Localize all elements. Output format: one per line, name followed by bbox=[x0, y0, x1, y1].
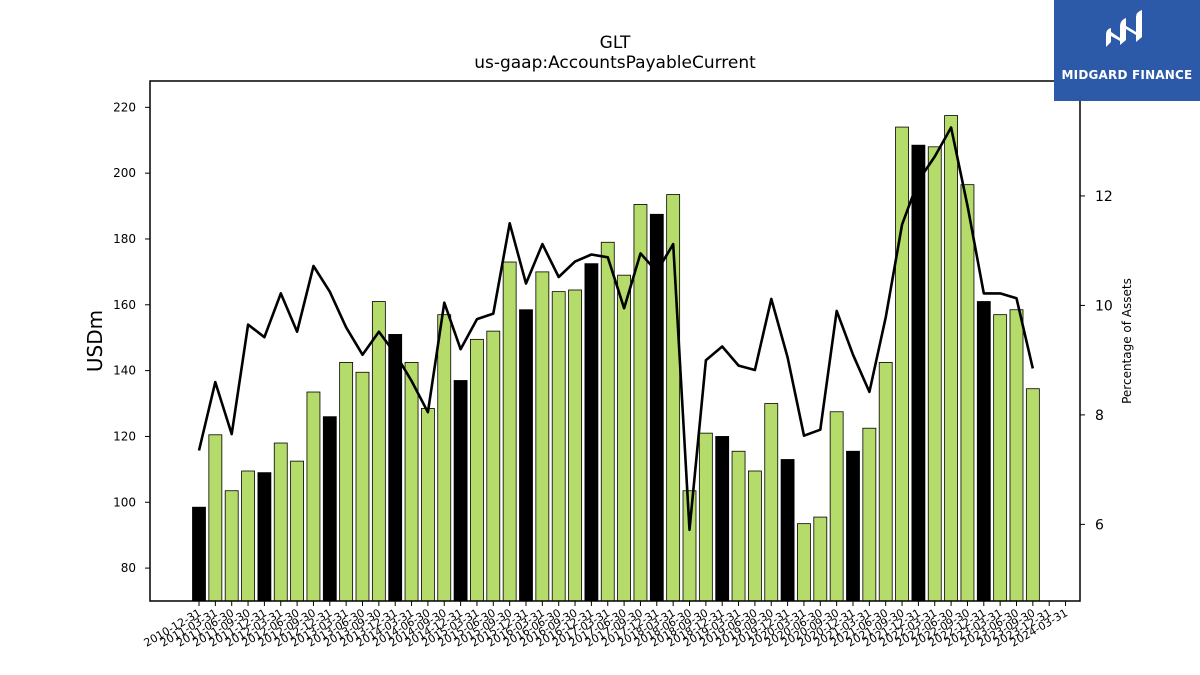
y2-tick-label: 10 bbox=[1095, 298, 1113, 314]
bar bbox=[273, 442, 288, 602]
bar bbox=[698, 432, 713, 602]
bar bbox=[470, 338, 484, 602]
bar bbox=[208, 434, 223, 602]
bar bbox=[780, 459, 795, 602]
bar bbox=[993, 314, 1008, 602]
bar bbox=[568, 289, 582, 602]
bar bbox=[617, 274, 631, 602]
bar bbox=[715, 436, 730, 602]
y2-tick-label: 12 bbox=[1095, 189, 1113, 205]
bar bbox=[192, 506, 206, 602]
bar bbox=[404, 361, 419, 602]
bar bbox=[437, 314, 452, 602]
bar bbox=[371, 301, 386, 602]
bar bbox=[241, 470, 255, 602]
plot-frame bbox=[149, 80, 1081, 602]
bar bbox=[944, 115, 958, 602]
logo-text: MIDGARD FINANCE bbox=[1061, 68, 1193, 82]
y-tick-label: 200 bbox=[113, 166, 136, 180]
bar bbox=[1009, 309, 1024, 602]
bar bbox=[813, 516, 828, 602]
bar bbox=[764, 403, 779, 602]
y-tick-label: 120 bbox=[113, 429, 136, 443]
bar bbox=[486, 330, 501, 602]
bar bbox=[633, 204, 648, 602]
bar bbox=[846, 450, 860, 602]
bar bbox=[388, 334, 403, 602]
bar bbox=[535, 271, 550, 602]
series-line-percentage-of-assets bbox=[197, 126, 1035, 532]
bar bbox=[584, 263, 599, 602]
bar bbox=[895, 126, 909, 602]
bar bbox=[290, 460, 305, 602]
bar bbox=[927, 146, 942, 602]
y2-tick-label: 8 bbox=[1095, 408, 1104, 424]
bar bbox=[862, 427, 877, 602]
bar bbox=[976, 301, 991, 602]
bar bbox=[731, 450, 746, 602]
y-tick-label: 80 bbox=[121, 561, 136, 575]
company-logo: MIDGARD FINANCE bbox=[1054, 0, 1200, 101]
bar bbox=[224, 490, 239, 602]
bar bbox=[748, 470, 762, 602]
bar bbox=[600, 241, 615, 602]
bar bbox=[306, 391, 321, 602]
logo-mark-icon bbox=[1106, 10, 1142, 47]
y-axis-label: USDm bbox=[83, 310, 107, 372]
bar bbox=[257, 472, 272, 602]
y-tick-label: 180 bbox=[113, 232, 136, 246]
bar bbox=[960, 184, 975, 602]
bar bbox=[829, 411, 844, 602]
chart-title: GLT bbox=[599, 33, 631, 53]
y-tick-label: 160 bbox=[113, 298, 136, 312]
y2-axis-label: Percentage of Assets bbox=[1120, 278, 1134, 404]
y-tick-label: 140 bbox=[113, 364, 136, 378]
y-tick-label: 220 bbox=[113, 100, 136, 114]
bar bbox=[878, 361, 893, 602]
bar bbox=[551, 291, 566, 602]
bar bbox=[420, 408, 435, 602]
y2-tick-label: 6 bbox=[1095, 517, 1104, 533]
bar bbox=[519, 309, 533, 602]
y-tick-label: 100 bbox=[113, 495, 136, 509]
bar bbox=[322, 416, 337, 602]
bar bbox=[339, 361, 354, 602]
bar bbox=[911, 144, 926, 602]
bar bbox=[1025, 388, 1040, 602]
bar bbox=[355, 371, 370, 602]
bar bbox=[453, 380, 468, 602]
bar bbox=[797, 523, 811, 602]
bar bbox=[502, 261, 517, 602]
chart-subtitle: us-gaap:AccountsPayableCurrent bbox=[474, 53, 756, 73]
